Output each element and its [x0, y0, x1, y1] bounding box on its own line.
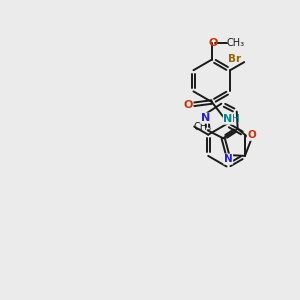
Text: H: H: [232, 114, 240, 124]
Text: Br: Br: [228, 55, 242, 64]
Text: CH₃: CH₃: [194, 122, 212, 132]
Text: O: O: [247, 130, 256, 140]
Text: N: N: [224, 154, 233, 164]
Text: CH₃: CH₃: [226, 38, 244, 48]
Text: N: N: [224, 114, 233, 124]
Text: O: O: [184, 100, 193, 110]
Text: O: O: [208, 38, 218, 48]
Text: N: N: [201, 113, 210, 123]
